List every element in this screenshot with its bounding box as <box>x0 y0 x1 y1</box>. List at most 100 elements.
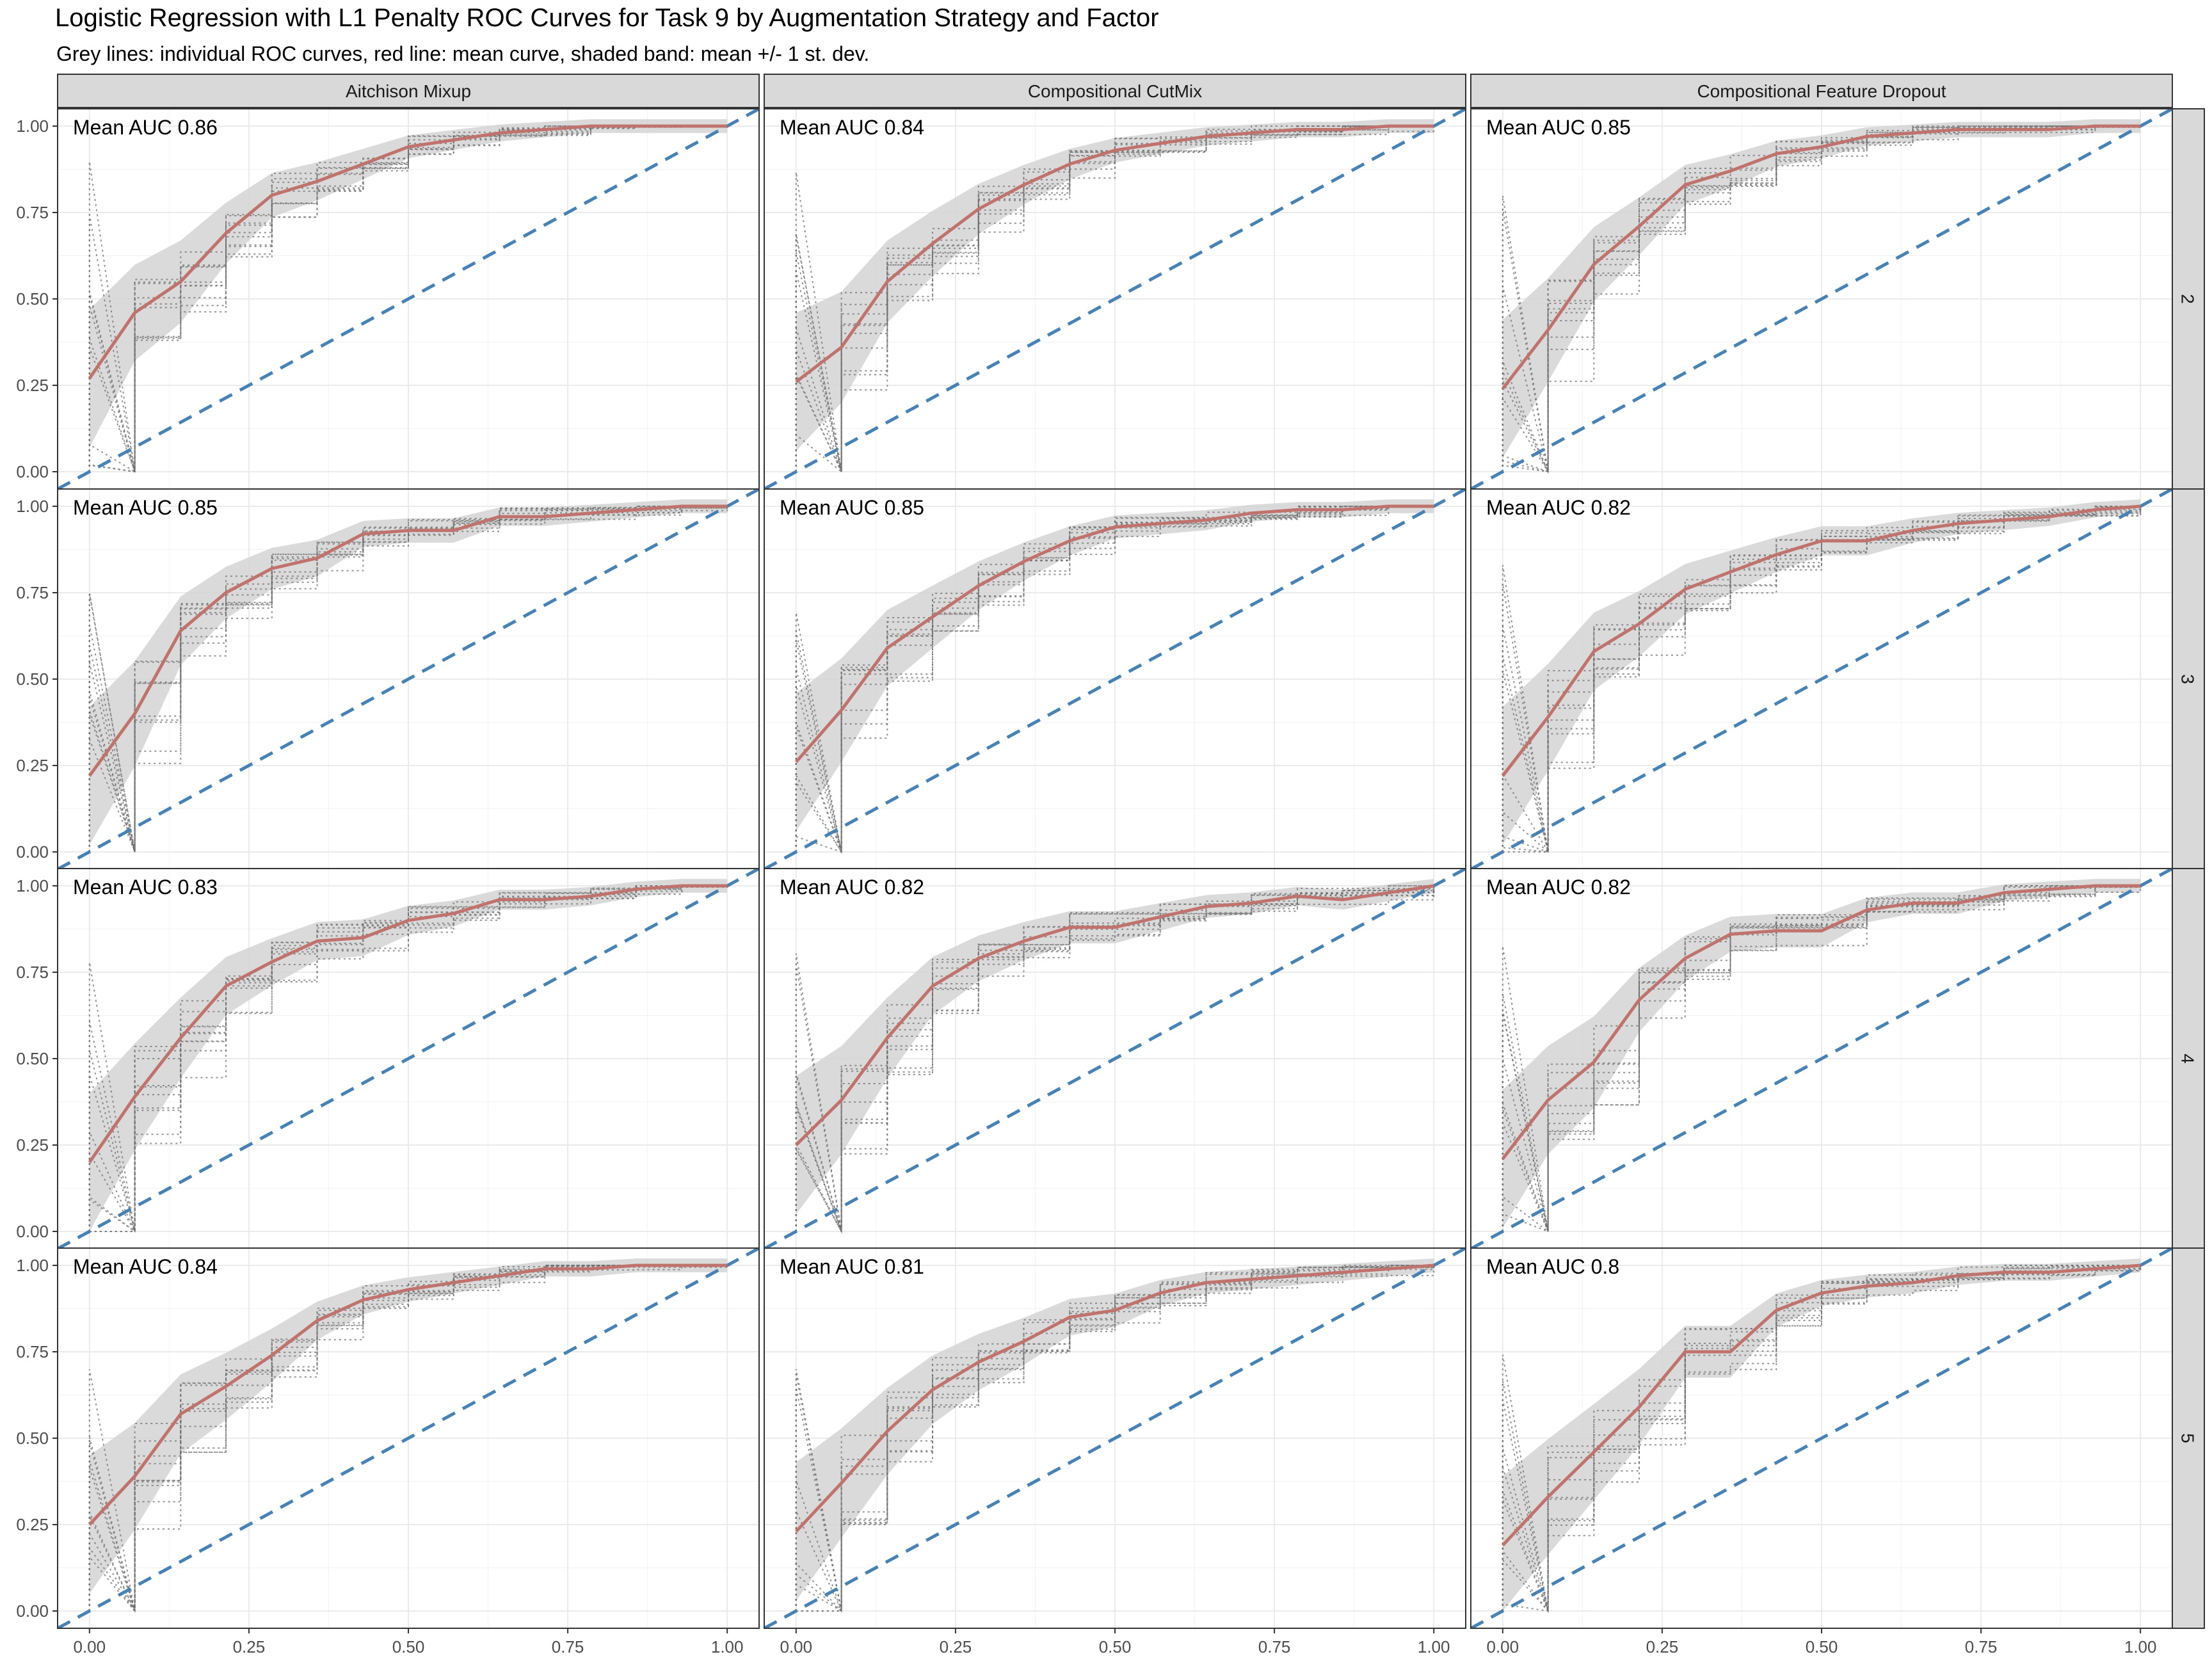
chance-diagonal <box>1471 489 2172 869</box>
panel-content <box>764 1248 1466 1628</box>
y-tick-label: 0.50 <box>16 289 49 309</box>
x-tick-label: 0.50 <box>392 1637 425 1656</box>
mean-roc-curve <box>1501 1263 2141 1547</box>
chance-diagonal <box>58 109 759 489</box>
chart-title: Logistic Regression with L1 Penalty ROC … <box>55 4 1159 32</box>
x-tick-label: 1.00 <box>711 1637 744 1656</box>
individual-roc-curve <box>795 506 1435 853</box>
column-strip-bg <box>764 74 1466 108</box>
x-tick-label: 0.75 <box>1258 1637 1291 1656</box>
individual-curves <box>1502 885 2142 1233</box>
individual-roc-curve <box>1502 506 2141 853</box>
y-tick-label: 0.25 <box>16 1135 49 1155</box>
mean-roc-curve <box>795 884 1434 1146</box>
x-tick-label: 0.00 <box>1487 1637 1519 1656</box>
mean-auc-label: Mean AUC 0.85 <box>1486 116 1631 139</box>
x-tick-label: 0.00 <box>780 1637 813 1656</box>
mean-auc-label: Mean AUC 0.86 <box>73 116 218 139</box>
panel-content <box>58 869 759 1249</box>
individual-roc-curve <box>1502 1265 2142 1612</box>
individual-roc-curve <box>795 1265 1435 1612</box>
row-strip-label: 3 <box>2178 674 2198 684</box>
roc-panel: Mean AUC 0.85 0.00 0.25 0.50 0.75 1.00 <box>16 488 760 870</box>
individual-roc-curve <box>88 506 728 853</box>
y-tick-label: 1.00 <box>16 876 49 895</box>
individual-roc-curve <box>795 125 1434 472</box>
mean-auc-label: Mean AUC 0.82 <box>780 876 924 899</box>
panel-content <box>58 489 759 869</box>
roc-panel: Mean AUC 0.8 0.00 0.25 0.50 0.75 1.00 <box>1470 1247 2173 1656</box>
chance-diagonal <box>764 1248 1466 1628</box>
individual-roc-curve <box>795 506 1434 854</box>
mean-roc-curve <box>88 1263 728 1526</box>
sd-band <box>89 119 728 448</box>
y-tick-label: 0.00 <box>16 462 49 481</box>
row-strip: 3 <box>2168 488 2205 870</box>
y-tick-label: 1.00 <box>16 1256 49 1275</box>
mean-roc-curve <box>794 504 1434 764</box>
sd-band <box>796 879 1434 1214</box>
individual-roc-curve <box>1502 506 2142 853</box>
chance-diagonal <box>58 489 759 869</box>
y-tick-label: 0.00 <box>16 842 49 862</box>
mean-roc-curve <box>794 1263 1434 1533</box>
sd-band <box>89 499 728 846</box>
individual-roc-curve <box>88 1265 728 1614</box>
mean-roc-curve <box>795 124 1434 383</box>
roc-panel: Mean AUC 0.84 <box>764 108 1466 490</box>
mean-roc-curve <box>88 504 728 777</box>
row-strip: 2 <box>2168 108 2205 490</box>
individual-roc-curve <box>795 886 1435 1232</box>
column-strip: Aitchison Mixup <box>57 74 760 108</box>
individual-curves <box>795 125 1435 474</box>
row-strip: 5 <box>2168 1247 2205 1629</box>
individual-roc-curve <box>796 1265 1435 1612</box>
chance-diagonal <box>764 109 1466 489</box>
individual-roc-curve <box>88 885 728 1233</box>
panel-content <box>1471 109 2172 489</box>
column-strip-bg <box>57 74 760 108</box>
y-tick-label: 0.00 <box>16 1601 49 1621</box>
sd-band <box>89 1258 728 1594</box>
sd-band <box>89 879 728 1231</box>
individual-roc-curve <box>795 506 1434 853</box>
mean-auc-label: Mean AUC 0.82 <box>1486 496 1631 519</box>
chart-subtitle: Grey lines: individual ROC curves, red l… <box>56 42 870 65</box>
individual-roc-curve <box>795 506 1434 853</box>
sd-band <box>796 119 1434 451</box>
chance-diagonal <box>58 869 759 1249</box>
individual-roc-curve <box>89 885 728 1232</box>
x-tick-label: 0.25 <box>1646 1637 1679 1656</box>
panel-content <box>58 1248 759 1628</box>
y-tick-label: 0.25 <box>16 376 49 395</box>
row-strip-bg <box>2168 1247 2205 1629</box>
individual-roc-curve <box>1502 886 2142 1233</box>
x-tick-label: 0.50 <box>1099 1637 1132 1656</box>
y-tick-label: 1.00 <box>16 116 49 136</box>
individual-roc-curve <box>88 125 728 472</box>
mean-roc-curve <box>88 124 728 380</box>
individual-roc-curve <box>88 1265 728 1612</box>
y-tick-label: 0.50 <box>16 1429 49 1448</box>
panel-content <box>58 109 759 489</box>
mean-roc-curve <box>1501 884 2141 1160</box>
roc-panel: Mean AUC 0.82 <box>1470 488 2173 870</box>
mean-roc-curve <box>88 884 728 1164</box>
individual-roc-curve <box>1502 1265 2142 1612</box>
row-strip-bg <box>2168 868 2205 1249</box>
gridlines <box>58 109 759 489</box>
y-tick-label: 0.75 <box>16 203 49 222</box>
individual-roc-curve <box>795 506 1434 853</box>
individual-roc-curve <box>1502 1265 2142 1612</box>
x-tick-label: 0.75 <box>552 1637 584 1656</box>
mean-auc-label: Mean AUC 0.85 <box>780 496 924 519</box>
x-tick-label: 0.75 <box>1965 1637 1998 1656</box>
sd-band <box>1502 879 2141 1228</box>
individual-roc-curve <box>88 1265 728 1614</box>
panel-content <box>764 109 1466 489</box>
x-tick-label: 1.00 <box>1418 1637 1450 1656</box>
individual-curves <box>88 1265 728 1614</box>
y-tick-label: 0.25 <box>16 756 49 775</box>
row-strip-label: 5 <box>2178 1433 2198 1443</box>
mean-auc-label: Mean AUC 0.85 <box>73 496 218 519</box>
